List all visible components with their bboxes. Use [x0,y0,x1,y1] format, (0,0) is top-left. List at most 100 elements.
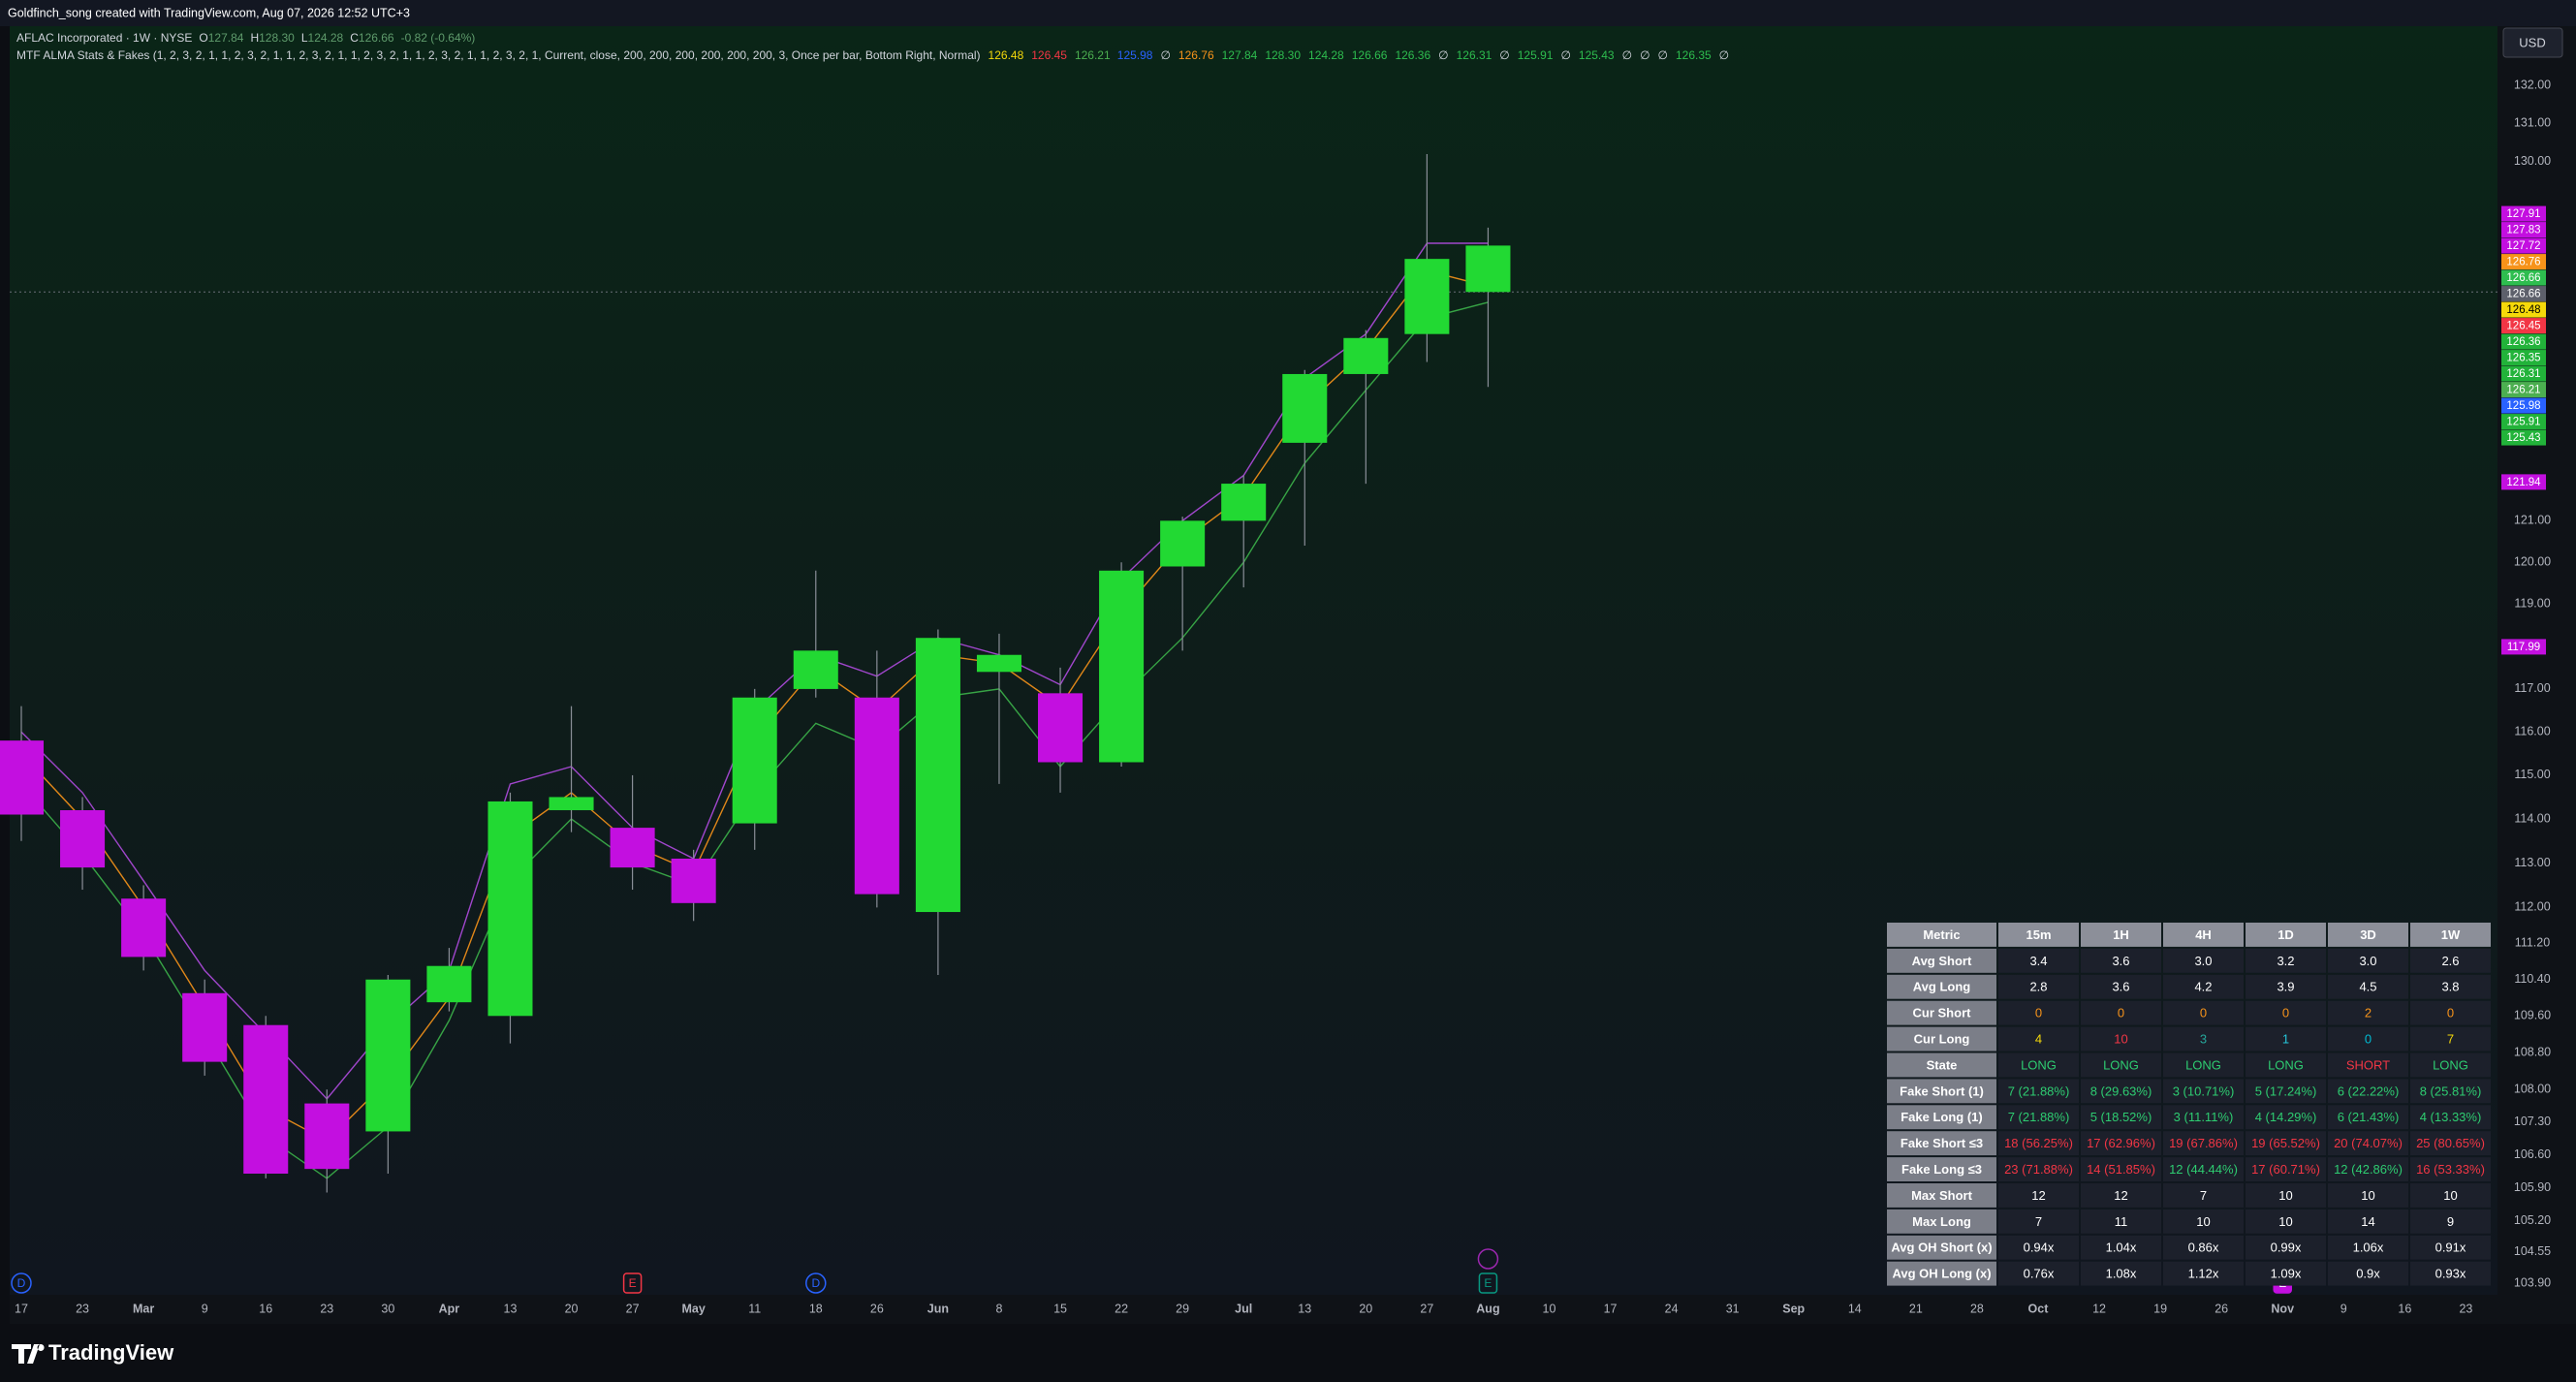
x-tick-label: 23 [76,1302,89,1315]
table-cell [2410,1079,2491,1104]
table-value: 10 [2443,1188,2457,1203]
indicator-value: ∅ [1719,48,1729,62]
ohlc-label: L [301,31,308,45]
indicator-value: 124.28 [1308,48,1344,62]
candle-body [610,828,655,868]
indicator-value: 125.91 [1518,48,1554,62]
table-cell [1998,1052,2079,1078]
price-tag-label: 126.21 [2506,385,2540,396]
table-value: 9 [2447,1214,2454,1229]
table-cell [2410,1157,2491,1181]
table-cell [2410,1131,2491,1156]
table-metric: Fake Long ≤3 [1901,1162,1982,1177]
candle-body [182,992,228,1062]
table-cell [2163,1079,2244,1104]
price-tag-label: 126.35 [2506,353,2540,364]
table-value: 0.93x [2435,1267,2466,1281]
table-cell [2246,1052,2326,1078]
x-tick-label: 11 [748,1302,761,1315]
candle-body [793,650,838,689]
table-header-cell [2081,923,2161,947]
event-marker [1478,1272,1498,1294]
currency-box[interactable] [2502,27,2563,58]
table-value: 12 [2031,1188,2045,1203]
table-value: 3.2 [2277,954,2294,968]
price-tag-label: 121.94 [2506,477,2541,488]
y-tick-label: 108.00 [2514,1083,2551,1096]
x-tick-label: 20 [565,1302,579,1315]
x-tick-label: May [681,1302,705,1315]
price-tag-label: 125.91 [2506,417,2540,428]
ohlc-label: O [199,31,207,45]
x-tick-label: 26 [870,1302,884,1315]
table-cell [2081,1209,2161,1234]
y-tick-label: 131.00 [2514,116,2551,130]
candle-body [0,740,45,815]
table-value: 2 [2365,1006,2372,1021]
table-value: 0 [2365,1031,2372,1046]
table-value: 3.9 [2277,980,2294,994]
y-tick-label: 106.60 [2514,1147,2551,1161]
table-value: 3.6 [2112,980,2129,994]
x-tick-label: 18 [809,1302,823,1315]
table-cell [2081,1157,2161,1181]
table-value: 0.91x [2435,1241,2466,1255]
table-value: 6 (22.22%) [2338,1084,2400,1098]
table-cell [2328,1026,2408,1052]
table-value: LONG [2433,1057,2468,1072]
ohlc-value: 128.30 [259,31,295,45]
indicator-value: ∅ [1438,48,1448,62]
y-tick-label: 115.00 [2514,768,2550,781]
table-value: 10 [2114,1031,2127,1046]
price-tag [2501,414,2546,430]
indicator-value: ∅ [1622,48,1632,62]
event-label: D [17,1276,26,1290]
x-tick-label: 20 [1359,1302,1372,1315]
table-value: 16 (53.33%) [2416,1162,2485,1177]
x-tick-label: Jun [927,1302,949,1315]
table-value: 4.2 [2194,980,2212,994]
y-tick-label: 113.00 [2514,856,2550,869]
table-value: 7 (21.88%) [2008,1084,2070,1098]
table-value: 2.6 [2441,954,2459,968]
candle-body [121,898,167,958]
table-cell [1998,948,2079,973]
table-cell [2081,1026,2161,1052]
table-value: 7 [2447,1031,2454,1046]
table-value: 7 (21.88%) [2008,1110,2070,1124]
y-tick-label: 111.20 [2515,936,2550,950]
x-tick-label: 13 [1298,1302,1311,1315]
table-value: 0.9x [2356,1267,2380,1281]
x-tick-label: 9 [202,1302,208,1315]
y-tick-label: 109.60 [2514,1009,2551,1022]
table-metric-cell [1887,1235,1996,1260]
event-marker [11,1272,32,1294]
y-tick-label: 130.00 [2514,154,2551,168]
indicator-value: 127.84 [1222,48,1258,62]
table-value: 6 (21.43%) [2338,1110,2400,1124]
table-metric-cell [1887,974,1996,999]
table-value: 3 [2200,1031,2207,1046]
table-header-cell [1887,923,1996,947]
tv-logo [12,1344,45,1364]
table-value: 5 (17.24%) [2255,1084,2317,1098]
table-cell [2328,1052,2408,1078]
table-value: 23 (71.88%) [2004,1162,2073,1177]
table-cell [2081,948,2161,973]
y-tick-label: 104.55 [2514,1244,2551,1258]
table-cell [2163,1261,2244,1286]
table-cell [2246,974,2326,999]
x-tick-label: Nov [2271,1302,2294,1315]
indicator-title: MTF ALMA Stats & Fakes (1, 2, 3, 2, 1, 1… [16,48,981,62]
price-tag-label: 117.99 [2507,642,2540,653]
candle-body [1099,570,1145,763]
table-value: 0 [2282,1006,2289,1021]
table-metric-cell [1887,1209,1996,1234]
x-tick-label: 23 [320,1302,333,1315]
price-tag [2501,639,2546,655]
table-cell [2081,1000,2161,1025]
price-tag [2501,269,2546,286]
table-value: 3.8 [2441,980,2459,994]
x-tick-label: 8 [995,1302,1002,1315]
top-bar-text: Goldfinch_song created with TradingView.… [8,6,410,19]
